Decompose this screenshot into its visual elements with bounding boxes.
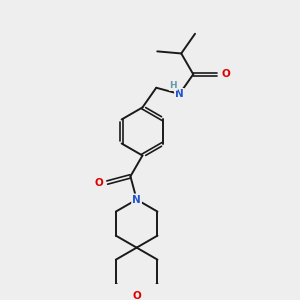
Text: N: N (132, 195, 141, 205)
Text: H: H (169, 81, 177, 90)
Text: N: N (175, 89, 184, 99)
Text: O: O (132, 291, 141, 300)
Text: N: N (132, 195, 141, 205)
Text: O: O (221, 69, 230, 79)
Text: O: O (132, 291, 141, 300)
Text: N: N (175, 89, 184, 99)
Text: O: O (221, 69, 230, 79)
Text: O: O (95, 178, 103, 188)
Text: H: H (169, 81, 177, 90)
Text: O: O (95, 178, 103, 188)
